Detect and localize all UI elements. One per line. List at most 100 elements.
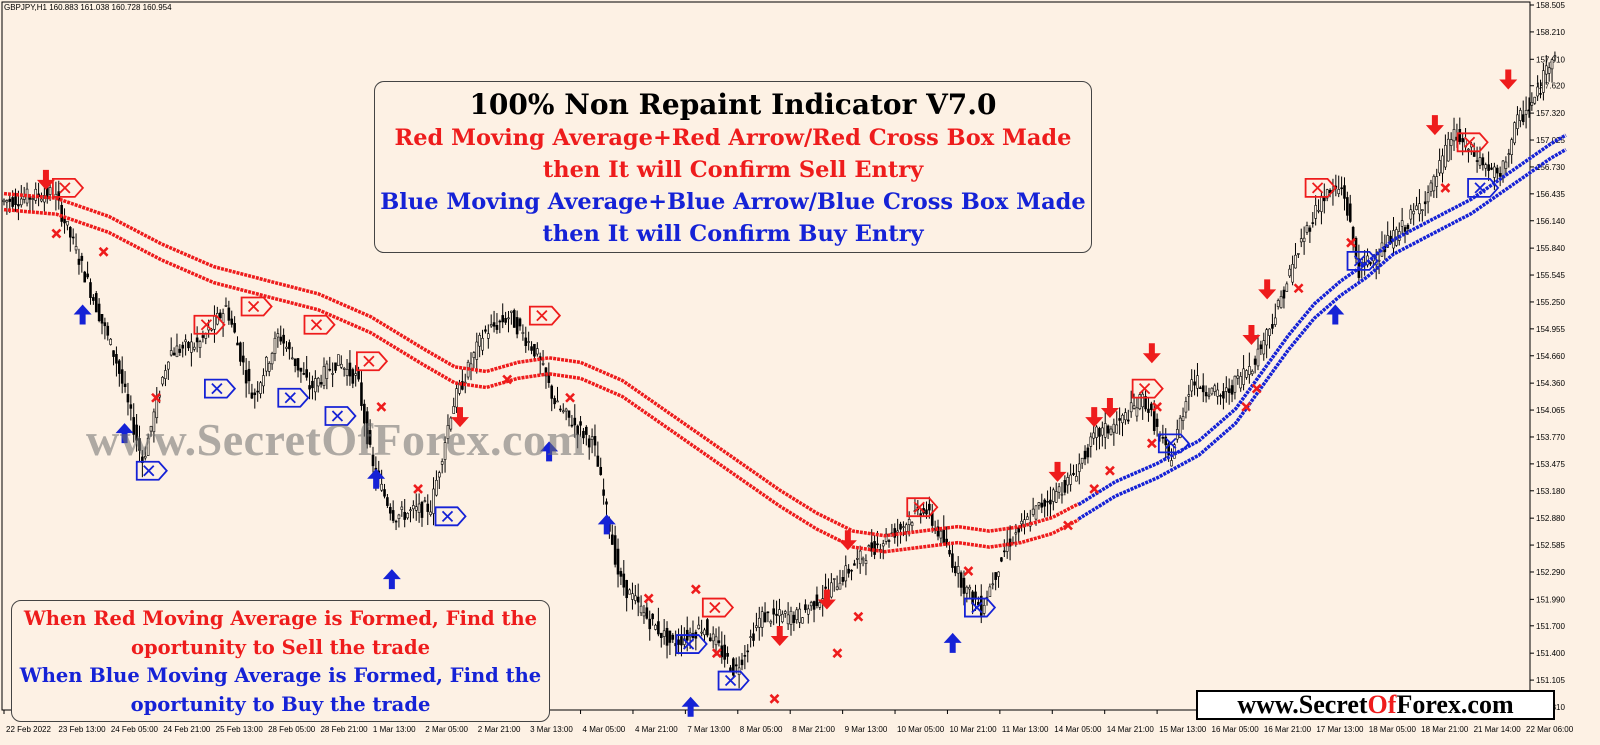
candle-body: [928, 503, 931, 511]
candle-body: [1544, 65, 1548, 75]
x-tick-label: 11 Mar 13:00: [1002, 725, 1049, 734]
candle-body: [510, 310, 513, 313]
candle-body: [853, 563, 856, 566]
candle-body: [798, 608, 801, 623]
candle-body: [487, 333, 490, 339]
candle-body: [1037, 502, 1041, 506]
candle-body: [1441, 155, 1444, 174]
candle-body: [492, 322, 496, 327]
candle-body: [132, 417, 136, 435]
candle-body: [677, 639, 680, 645]
x-tick-label: 16 Mar 21:00: [1264, 725, 1312, 734]
y-tick-label: 154.360: [1536, 379, 1565, 388]
candle-body: [1026, 516, 1029, 520]
candle-body: [1297, 253, 1300, 255]
sell-cross-mark: [1346, 237, 1356, 248]
candle-body: [651, 613, 654, 620]
candle-body: [556, 400, 559, 403]
candle-body: [1196, 375, 1199, 389]
y-tick-label: 151.400: [1536, 649, 1565, 658]
candle-body: [440, 461, 444, 465]
candle-body: [1109, 428, 1113, 435]
candle-body: [273, 337, 277, 354]
candle-body: [167, 361, 170, 370]
sell-cross-mark: [1089, 484, 1100, 494]
candle-body: [743, 655, 747, 657]
candle-body: [965, 586, 969, 594]
candle-body: [83, 271, 87, 283]
candle-body: [293, 358, 297, 367]
candle-body: [126, 394, 130, 403]
candle-body: [1308, 227, 1312, 232]
x-tick-label: 28 Feb 05:00: [268, 725, 316, 734]
candle-body: [1052, 489, 1055, 502]
candle-body: [178, 348, 182, 353]
candle-body: [253, 392, 257, 396]
candle-body: [1126, 419, 1130, 422]
buy-cross-box: [324, 406, 357, 426]
red-moving-average-line: [3, 191, 1080, 538]
candle-body: [314, 378, 317, 393]
candle-body: [169, 350, 173, 356]
candle-body: [276, 333, 280, 338]
candle-body: [1164, 436, 1168, 446]
candle-body: [337, 354, 340, 367]
candle-body: [815, 594, 819, 606]
y-tick-label: 156.435: [1536, 190, 1565, 199]
candle-body: [533, 344, 536, 357]
buy-cross-box-cross: [211, 382, 223, 395]
buy-cross-box: [1346, 250, 1379, 271]
candle-body: [536, 348, 539, 355]
candle-body: [1057, 486, 1061, 493]
candle-body: [553, 398, 556, 405]
candle-body: [1305, 225, 1309, 233]
candle-body: [1282, 289, 1286, 299]
candle-body: [1236, 375, 1240, 379]
y-tick-label: 154.955: [1536, 325, 1565, 334]
sell-cross-mark: [769, 693, 780, 704]
candle-body: [720, 645, 724, 658]
candle-body: [752, 633, 755, 641]
candle-body: [123, 383, 127, 387]
candle-body: [1003, 550, 1006, 553]
candle-body: [861, 557, 865, 561]
buy-cross-box: [963, 597, 997, 618]
candle-body: [662, 630, 666, 637]
candle-body: [1478, 157, 1482, 166]
candle-body: [757, 617, 761, 628]
candle-body: [1320, 195, 1323, 212]
candle-body: [956, 566, 960, 574]
x-tick-label: 15 Mar 13:00: [1159, 725, 1207, 734]
candle-body: [478, 335, 481, 347]
candle-body: [844, 565, 848, 582]
candle-body: [806, 608, 810, 615]
candle-body: [472, 352, 476, 358]
candle-body: [236, 342, 239, 346]
candle-body: [305, 369, 308, 378]
candle-body: [1311, 222, 1315, 224]
candle-body: [1207, 394, 1211, 397]
candle-body: [812, 601, 816, 610]
candle-body: [190, 341, 193, 353]
candle-body: [700, 631, 703, 634]
sell-cross-box-cross: [913, 501, 925, 513]
candle-body: [1268, 328, 1271, 336]
buy-arrow: [597, 514, 616, 535]
candle-body: [1542, 70, 1545, 93]
candle-body: [564, 408, 568, 412]
candle-body: [66, 220, 69, 226]
candle-body: [1213, 385, 1217, 392]
candle-body: [659, 632, 663, 638]
sell-arrow: [1425, 115, 1444, 136]
candle-body: [348, 362, 352, 377]
candle-body: [1063, 479, 1067, 493]
candle-body: [593, 435, 597, 446]
candle-body: [772, 608, 775, 615]
buy-cross-box: [434, 506, 467, 527]
candle-body: [1400, 220, 1404, 227]
candle-body: [1550, 59, 1554, 70]
candle-body: [345, 369, 349, 376]
candle-body: [619, 571, 623, 577]
candle-body: [561, 410, 565, 413]
y-tick-label: 157.320: [1536, 109, 1565, 118]
